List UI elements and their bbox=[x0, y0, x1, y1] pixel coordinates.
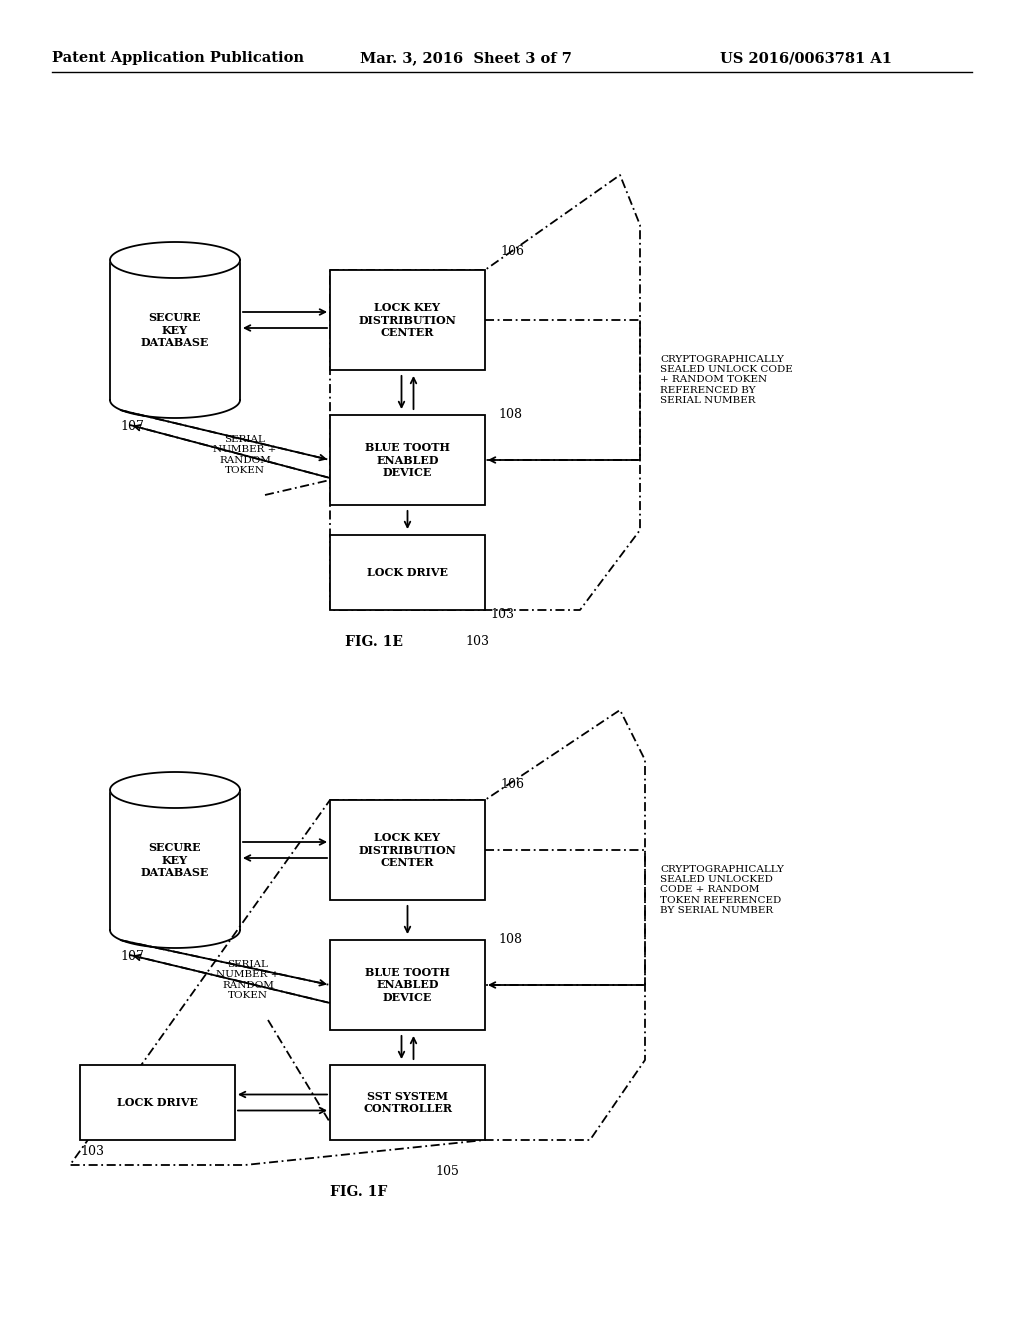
Text: CRYPTOGRAPHICALLY
SEALED UNLOCKED
CODE + RANDOM
TOKEN REFERENCED
BY SERIAL NUMBE: CRYPTOGRAPHICALLY SEALED UNLOCKED CODE +… bbox=[660, 865, 784, 915]
Bar bbox=[330, 414, 485, 506]
Text: LOCK KEY
DISTRIBUTION
CENTER: LOCK KEY DISTRIBUTION CENTER bbox=[358, 832, 457, 869]
Text: 103: 103 bbox=[490, 609, 514, 620]
Text: SERIAL
NUMBER +
RANDOM
TOKEN: SERIAL NUMBER + RANDOM TOKEN bbox=[216, 960, 280, 1001]
Polygon shape bbox=[110, 772, 240, 808]
Text: 108: 108 bbox=[498, 408, 522, 421]
Text: 103: 103 bbox=[465, 635, 489, 648]
Text: FIG. 1F: FIG. 1F bbox=[330, 1185, 387, 1199]
Text: FIG. 1E: FIG. 1E bbox=[345, 635, 403, 649]
Text: SECURE
KEY
DATABASE: SECURE KEY DATABASE bbox=[141, 312, 209, 348]
Text: 103: 103 bbox=[80, 1144, 104, 1158]
Text: SST SYSTEM
CONTROLLER: SST SYSTEM CONTROLLER bbox=[362, 1090, 452, 1114]
Text: SERIAL
NUMBER +
RANDOM
TOKEN: SERIAL NUMBER + RANDOM TOKEN bbox=[213, 436, 276, 475]
Text: BLUE TOOTH
ENABLED
DEVICE: BLUE TOOTH ENABLED DEVICE bbox=[366, 442, 450, 478]
Text: 108: 108 bbox=[498, 933, 522, 946]
Text: 106: 106 bbox=[500, 777, 524, 791]
Text: 105: 105 bbox=[435, 1166, 459, 1177]
Bar bbox=[330, 535, 485, 610]
Text: LOCK DRIVE: LOCK DRIVE bbox=[117, 1097, 198, 1107]
Bar bbox=[330, 1065, 485, 1140]
Text: 106: 106 bbox=[500, 246, 524, 257]
Text: SECURE
KEY
DATABASE: SECURE KEY DATABASE bbox=[141, 842, 209, 878]
Text: Patent Application Publication: Patent Application Publication bbox=[52, 51, 304, 65]
Text: CRYPTOGRAPHICALLY
SEALED UNLOCK CODE
+ RANDOM TOKEN
REFERENCED BY
SERIAL NUMBER: CRYPTOGRAPHICALLY SEALED UNLOCK CODE + R… bbox=[660, 355, 793, 405]
Text: LOCK KEY
DISTRIBUTION
CENTER: LOCK KEY DISTRIBUTION CENTER bbox=[358, 302, 457, 338]
Text: Mar. 3, 2016  Sheet 3 of 7: Mar. 3, 2016 Sheet 3 of 7 bbox=[360, 51, 571, 65]
Bar bbox=[80, 1065, 234, 1140]
Text: US 2016/0063781 A1: US 2016/0063781 A1 bbox=[720, 51, 892, 65]
Bar bbox=[330, 940, 485, 1030]
Text: BLUE TOOTH
ENABLED
DEVICE: BLUE TOOTH ENABLED DEVICE bbox=[366, 966, 450, 1003]
Bar bbox=[330, 800, 485, 900]
Text: 107: 107 bbox=[120, 950, 144, 964]
Polygon shape bbox=[110, 242, 240, 279]
Bar bbox=[330, 271, 485, 370]
Text: LOCK DRIVE: LOCK DRIVE bbox=[367, 568, 449, 578]
Text: 107: 107 bbox=[120, 420, 144, 433]
